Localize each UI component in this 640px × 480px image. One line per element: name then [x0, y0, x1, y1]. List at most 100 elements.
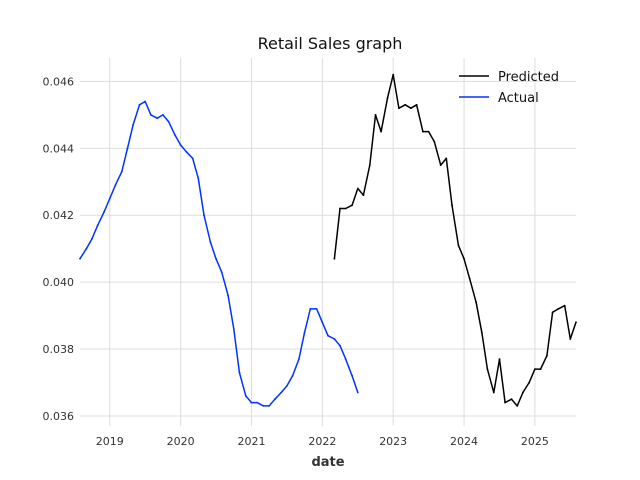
x-tick-label: 2019 [96, 435, 124, 448]
actual-point [174, 134, 176, 136]
actual-point [298, 358, 300, 360]
actual-point [203, 214, 205, 217]
predicted-point [439, 164, 442, 167]
actual-point [162, 114, 164, 116]
series-predicted [333, 73, 577, 407]
chart-title: Retail Sales graph [258, 34, 403, 53]
actual-point [156, 117, 159, 120]
actual-point [126, 147, 129, 150]
actual-point [244, 395, 247, 397]
actual-point [197, 177, 200, 180]
predicted-line [333, 73, 577, 407]
x-tick-label: 2025 [521, 435, 549, 448]
predicted-point [475, 301, 477, 304]
actual-point [280, 391, 283, 394]
x-tick-label: 2022 [308, 435, 336, 448]
predicted-point [386, 97, 389, 99]
gridlines [80, 58, 576, 426]
predicted-point [551, 311, 554, 314]
actual-line [79, 100, 359, 407]
actual-point [303, 331, 306, 334]
actual-point [268, 405, 271, 407]
predicted-point [368, 164, 371, 167]
predicted-point [445, 157, 448, 160]
predicted-point [463, 257, 465, 260]
actual-point [291, 374, 294, 377]
y-tick-label: 0.042 [43, 209, 75, 222]
actual-point [209, 241, 212, 243]
actual-point [256, 401, 258, 404]
actual-point [238, 371, 241, 374]
predicted-point [492, 391, 495, 394]
legend-item-actual: Actual [459, 91, 539, 106]
actual-point [138, 103, 141, 106]
actual-point [220, 271, 223, 273]
actual-point [333, 338, 336, 340]
legend-item-predicted: Predicted [459, 70, 559, 85]
actual-point [150, 114, 152, 116]
predicted-point [563, 304, 566, 307]
y-tick-label: 0.046 [43, 75, 75, 88]
actual-point [250, 401, 253, 404]
actual-point [315, 308, 318, 310]
x-tick-label: 2024 [450, 435, 478, 448]
actual-point [179, 144, 182, 146]
y-tick-label: 0.038 [43, 343, 75, 356]
actual-point [120, 170, 123, 173]
predicted-point [415, 103, 418, 106]
actual-point [262, 405, 265, 407]
y-tick-label: 0.040 [43, 276, 75, 289]
predicted-point [422, 130, 424, 133]
predicted-point [392, 73, 395, 76]
predicted-point [433, 140, 436, 143]
predicted-point [333, 257, 336, 260]
predicted-point [427, 130, 430, 133]
y-tick-label: 0.044 [43, 142, 75, 155]
predicted-point [480, 331, 483, 334]
predicted-point [339, 207, 341, 210]
actual-point [85, 247, 88, 250]
actual-point [167, 120, 170, 123]
predicted-point [344, 207, 347, 210]
y-axis-ticks: 0.036 0.038 0.040 0.042 0.044 0.046 [43, 75, 75, 423]
actual-point [185, 150, 188, 153]
predicted-point [498, 358, 501, 360]
actual-point [108, 197, 111, 200]
actual-point [144, 100, 147, 103]
actual-point [286, 385, 288, 387]
x-tick-label: 2023 [379, 435, 407, 448]
predicted-point [575, 321, 577, 324]
predicted-point [534, 368, 536, 370]
actual-point [103, 211, 105, 213]
predicted-point [522, 391, 524, 394]
actual-point [351, 374, 353, 377]
predicted-point [404, 103, 407, 106]
predicted-point [351, 204, 353, 207]
predicted-point [569, 338, 572, 340]
actual-point [91, 237, 93, 240]
actual-point [191, 157, 194, 160]
predicted-point [546, 354, 548, 357]
predicted-point [539, 368, 542, 370]
series-lines [79, 73, 577, 407]
predicted-point [510, 398, 513, 401]
actual-point [344, 358, 347, 360]
x-axis-label: date [311, 455, 344, 470]
predicted-point [410, 107, 412, 110]
predicted-point [457, 244, 460, 247]
predicted-point [486, 368, 489, 370]
x-tick-label: 2020 [167, 435, 195, 448]
legend-label: Predicted [498, 70, 559, 85]
actual-point [79, 257, 81, 260]
actual-point [96, 224, 99, 227]
actual-point [321, 321, 324, 324]
predicted-point [380, 130, 382, 133]
predicted-point [557, 308, 560, 310]
actual-point [327, 334, 329, 337]
predicted-point [528, 381, 531, 384]
predicted-point [451, 204, 453, 207]
actual-point [339, 344, 341, 347]
actual-point [232, 328, 235, 330]
actual-point [356, 391, 359, 394]
